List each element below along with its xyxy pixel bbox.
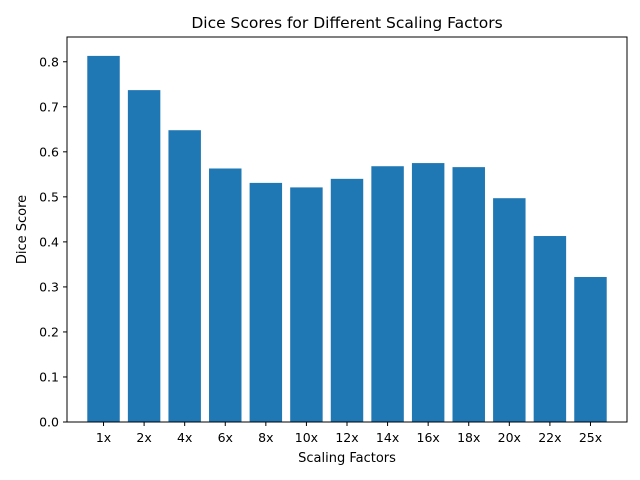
x-tick-label: 22x bbox=[538, 430, 561, 445]
bar-4x bbox=[168, 130, 201, 422]
bar-12x bbox=[330, 178, 364, 422]
bar-25x bbox=[574, 277, 607, 422]
y-tick-label: 0.5 bbox=[39, 189, 59, 204]
bar-20x bbox=[493, 198, 526, 422]
x-tick-label: 2x bbox=[136, 430, 151, 445]
y-tick-label: 0.4 bbox=[39, 234, 59, 249]
x-tick-label: 10x bbox=[295, 430, 318, 445]
x-tick-label: 14x bbox=[376, 430, 399, 445]
bar-18x bbox=[452, 167, 485, 422]
bars-layer bbox=[87, 55, 607, 422]
y-tick-label: 0.2 bbox=[39, 324, 59, 339]
bar-14x bbox=[371, 166, 404, 422]
x-tick-label: 6x bbox=[218, 430, 233, 445]
x-tick-label: 18x bbox=[457, 430, 480, 445]
y-tick-label: 0.8 bbox=[39, 54, 59, 69]
x-axis-label: Scaling Factors bbox=[298, 451, 396, 466]
plot-frame bbox=[66, 36, 628, 423]
bar-22x bbox=[533, 236, 567, 422]
x-tick-label: 25x bbox=[579, 430, 602, 445]
y-tick-label: 0.0 bbox=[39, 415, 59, 430]
x-axis: 1x 2x 4x 6x 8x 10x 12x 14x 16x 18x 20x 22x 25x bbox=[96, 422, 602, 445]
chart-title: Dice Scores for Different Scaling Factor… bbox=[191, 14, 502, 32]
x-tick-label: 8x bbox=[258, 430, 273, 445]
bar-6x bbox=[209, 168, 242, 422]
x-tick-label: 1x bbox=[96, 430, 111, 445]
x-tick-label: 12x bbox=[335, 430, 358, 445]
y-tick-label: 0.7 bbox=[39, 99, 59, 114]
y-tick-label: 0.6 bbox=[39, 144, 59, 159]
bar-10x bbox=[290, 187, 323, 422]
x-tick-label: 20x bbox=[498, 430, 521, 445]
bar-8x bbox=[249, 182, 283, 422]
y-tick-label: 0.3 bbox=[39, 279, 59, 294]
y-axis: 0.0 0.1 0.2 0.3 0.4 0.5 0.6 0.7 0.8 bbox=[39, 54, 67, 430]
x-tick-label: 4x bbox=[177, 430, 192, 445]
x-tick-label: 16x bbox=[417, 430, 440, 445]
bar-2x bbox=[127, 90, 161, 422]
bar-1x bbox=[87, 55, 120, 422]
y-tick-label: 0.1 bbox=[39, 369, 59, 384]
y-axis-label: Dice Score bbox=[15, 195, 30, 264]
bar-16x bbox=[411, 163, 445, 422]
